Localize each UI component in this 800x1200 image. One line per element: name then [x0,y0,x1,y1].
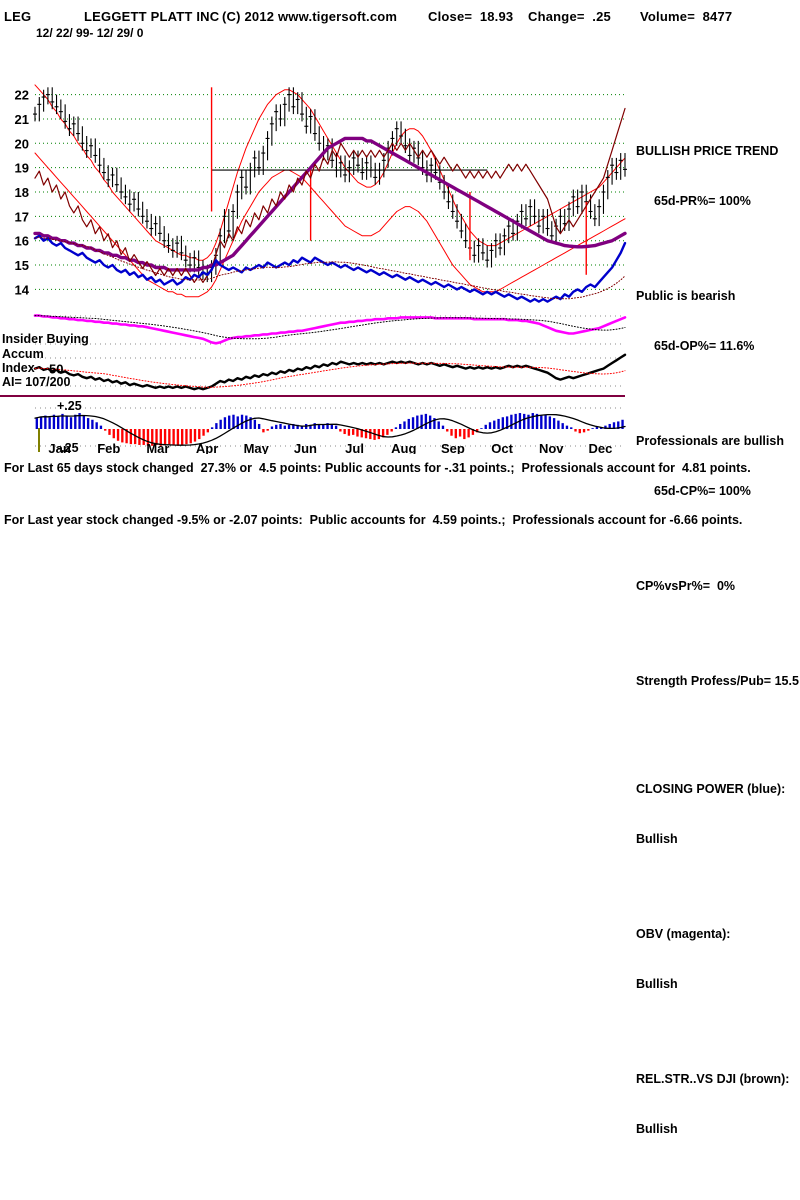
summary-line-year: For Last year stock changed -9.5% or -2.… [4,513,743,527]
svg-text:Mar: Mar [146,441,169,454]
svg-text:21: 21 [15,112,29,127]
svg-text:50: 50 [49,361,63,376]
svg-text:15: 15 [15,258,29,273]
cp-vs-pr-value: CP%vsPr%= 0% [636,579,736,593]
prof-value: 65d-CP%= 100% [654,484,751,498]
svg-text:Dec: Dec [588,441,612,454]
public-value: 65d-OP%= 11.6% [654,339,755,353]
svg-text:22: 22 [15,88,29,103]
volume-value: Volume= 8477 [640,9,733,24]
obv-title: OBV (magenta): [636,927,731,941]
svg-text:+.25: +.25 [57,399,82,413]
ticker-symbol: LEG [4,9,32,24]
svg-text:18: 18 [15,185,29,200]
rel-strength-status: Bullish [636,1122,678,1136]
svg-text:Jul: Jul [345,441,364,454]
price-change: Change= .25 [528,9,611,24]
svg-text:Jun: Jun [294,441,317,454]
accum-label: Accum [2,347,44,361]
public-title: Public is bearish [636,289,736,303]
chart-area: 22 21 20 19 18 17 16 15 14 50 +.25 -.25 Jan Feb Mar Apr… [0,38,628,454]
insider-buying-label: Insider Buying [2,332,89,346]
svg-text:Oct: Oct [491,441,513,454]
svg-text:16: 16 [15,234,29,249]
index-label: Index [2,361,35,375]
trend-title: BULLISH PRICE TREND [636,144,779,158]
chart-header: LEG LEGGETT PLATT INC (C) 2012 www.tiger… [0,4,800,40]
svg-text:Jan: Jan [48,441,70,454]
ai-value-label: AI= 107/200 [2,375,71,389]
strength-value: Strength Profess/Pub= 15.5 [636,674,799,688]
company-name: LEGGETT PLATT INC [84,9,220,24]
svg-text:14: 14 [15,282,30,297]
obv-status: Bullish [636,977,678,991]
svg-text:Aug: Aug [391,441,416,454]
svg-text:19: 19 [15,161,29,176]
summary-line-65days: For Last 65 days stock changed 27.3% or … [4,461,751,475]
svg-text:20: 20 [15,136,29,151]
trend-value: 65d-PR%= 100% [654,194,751,208]
analysis-panel: BULLISH PRICE TREND 65d-PR%= 100% Public… [636,108,800,1200]
date-range: 12/ 22/ 99- 12/ 29/ 0 [36,26,144,40]
prof-title: Professionals are bullish [636,434,784,448]
svg-text:Nov: Nov [539,441,564,454]
svg-text:Apr: Apr [196,441,218,454]
close-price: Close= 18.93 [428,9,514,24]
svg-text:Feb: Feb [97,441,120,454]
svg-text:17: 17 [15,209,29,224]
closing-power-status: Bullish [636,832,678,846]
svg-text:Sep: Sep [441,441,465,454]
rel-strength-title: REL.STR..VS DJI (brown): [636,1072,790,1086]
closing-power-title: CLOSING POWER (blue): [636,782,786,796]
copyright-text: (C) 2012 www.tigersoft.com [222,9,398,24]
svg-text:-.25: -.25 [57,441,79,454]
svg-text:May: May [244,441,270,454]
summary-footer: For Last 65 days stock changed 27.3% or … [4,424,794,546]
